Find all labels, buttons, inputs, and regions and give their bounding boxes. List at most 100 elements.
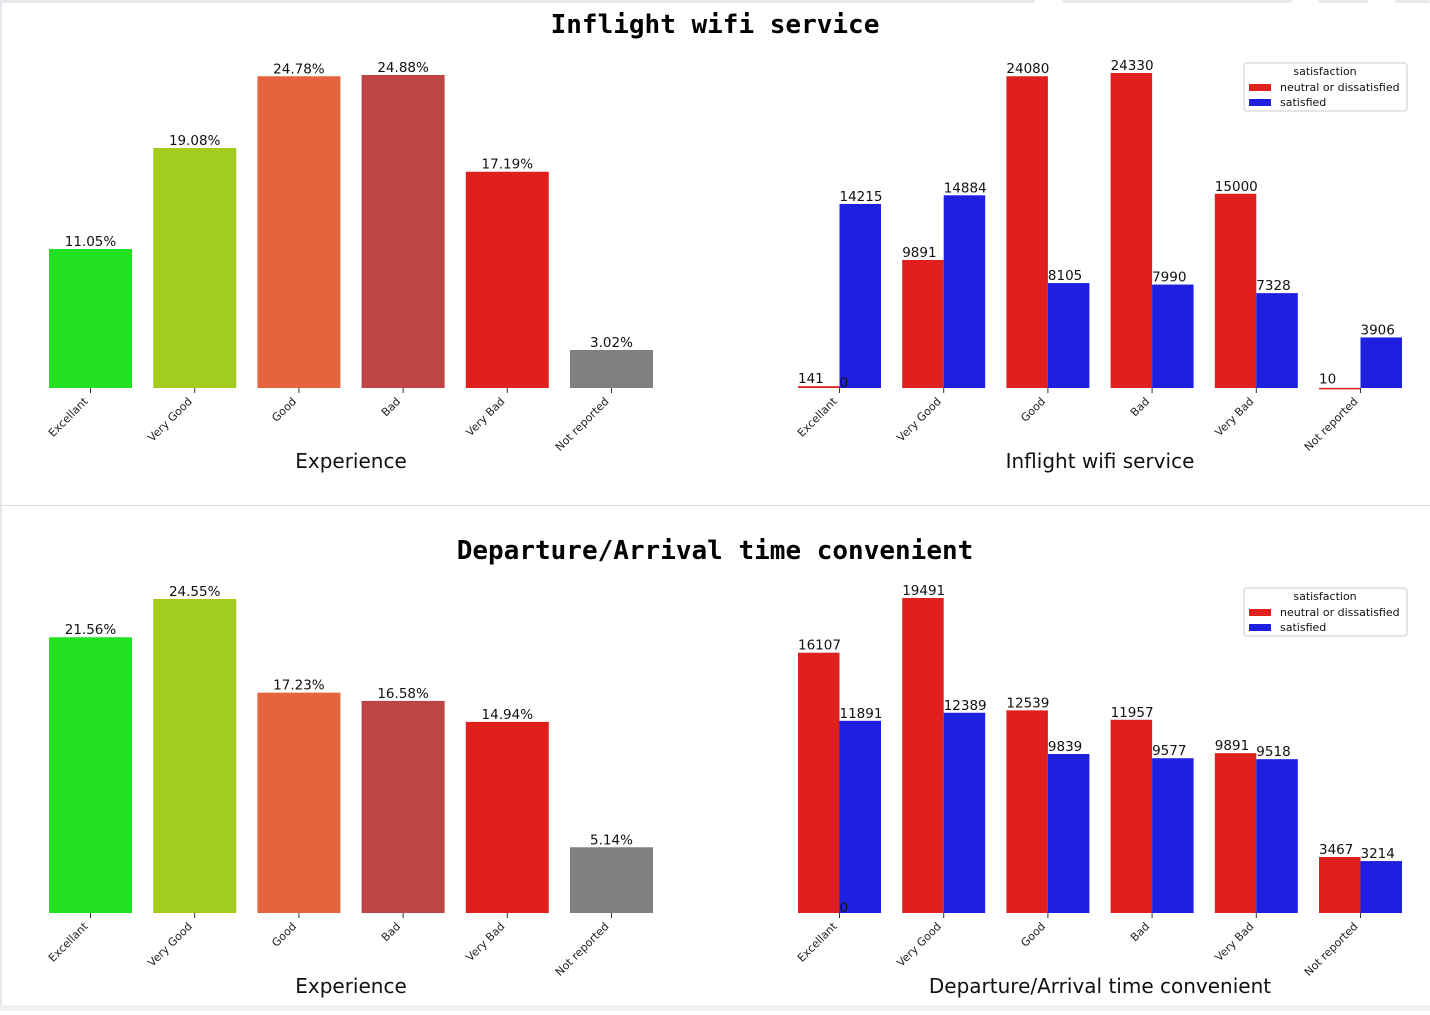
x-tick-label: Not reported <box>553 920 612 979</box>
data-label: 3214 <box>1361 846 1395 862</box>
bar-blue <box>1256 759 1298 913</box>
legend-entry: satisfied <box>1280 621 1326 634</box>
chart-title: Inflight wifi service <box>550 10 880 40</box>
data-label: 19.08% <box>169 133 221 149</box>
data-label: 0 <box>840 900 849 916</box>
legend-box <box>1243 587 1408 637</box>
legend-swatch <box>1249 624 1271 631</box>
data-label: 24.88% <box>377 60 429 76</box>
x-axis-label: Experience <box>295 974 407 998</box>
top-strip <box>1062 0 1292 3</box>
bar-red <box>1319 387 1361 390</box>
bar <box>257 76 341 388</box>
x-tick-label: Not reported <box>1302 395 1361 454</box>
x-tick-label: Excellant <box>46 919 91 964</box>
bar <box>153 147 237 388</box>
data-label: 24330 <box>1111 58 1154 74</box>
data-label: 3.02% <box>590 335 633 351</box>
bar-blue <box>1152 284 1194 388</box>
bar <box>465 171 549 388</box>
legend-swatch <box>1249 84 1271 91</box>
x-tick-label: Excellant <box>795 394 840 439</box>
x-tick-label: Very Good <box>894 395 943 444</box>
data-label: 9839 <box>1048 739 1082 755</box>
top-strip <box>1395 0 1430 3</box>
data-label: 12389 <box>944 698 987 714</box>
bar-blue <box>1152 758 1194 913</box>
x-tick-label: Not reported <box>1302 920 1361 979</box>
legend-title: satisfaction <box>1293 590 1356 603</box>
bar-red <box>1319 856 1361 913</box>
chart-svg: 11.05% 19.08% 24.78% 24.88% 17.19% 3.02% Excel… <box>46 58 1408 473</box>
x-tick-label: Excellant <box>46 394 91 439</box>
bar-red <box>798 652 840 913</box>
legend-entry: neutral or dissatisfied <box>1280 81 1400 94</box>
bar <box>570 847 653 913</box>
x-tick-label: Not reported <box>553 395 612 454</box>
bar-red <box>1214 753 1257 913</box>
legend-title: satisfaction <box>1293 65 1356 78</box>
data-label: 14.94% <box>482 707 534 723</box>
bar <box>257 692 341 913</box>
data-label: 10 <box>1319 372 1336 388</box>
bar-red <box>902 598 944 913</box>
x-tick-label: Bad <box>1128 920 1152 944</box>
data-label: 24080 <box>1006 61 1049 77</box>
data-label: 9891 <box>902 245 936 261</box>
data-label: 14884 <box>944 180 987 196</box>
bar <box>361 75 445 388</box>
bar-red <box>902 259 944 388</box>
legend-entry: neutral or dissatisfied <box>1280 606 1400 619</box>
data-label: 11891 <box>840 706 883 722</box>
data-label: 0 <box>840 375 849 391</box>
bar-red <box>1110 719 1153 913</box>
divider <box>0 505 1430 506</box>
bar-red <box>1006 76 1048 388</box>
data-label: 11957 <box>1111 705 1154 721</box>
data-label: 11.05% <box>65 234 117 250</box>
bar-red <box>1110 73 1153 388</box>
x-tick-label: Bad <box>379 920 403 944</box>
bar <box>49 248 132 388</box>
chart-svg: 21.56% 24.55% 17.23% 16.58% 14.94% 5.14% Excel… <box>46 583 1408 998</box>
x-tick-label: Very Good <box>894 920 943 969</box>
data-label: 3906 <box>1361 322 1395 338</box>
window-frame-bottom <box>0 1005 1430 1011</box>
data-label: 3467 <box>1319 842 1353 858</box>
data-label: 24.55% <box>169 584 221 600</box>
x-tick-label: Very Good <box>145 920 194 969</box>
data-label: 24.78% <box>273 61 325 77</box>
top-strip <box>1318 0 1368 3</box>
data-label: 17.23% <box>273 678 325 694</box>
data-label: 19491 <box>902 583 945 599</box>
bar-blue <box>839 720 881 913</box>
bar <box>361 700 445 913</box>
x-tick-label: Bad <box>1128 395 1152 419</box>
x-axis-label: Inflight wifi service <box>1006 449 1195 473</box>
bar-blue <box>1047 753 1090 913</box>
data-label: 9577 <box>1152 743 1186 759</box>
x-tick-label: Good <box>269 395 299 425</box>
legend-swatch <box>1249 609 1271 616</box>
x-tick-label: Bad <box>379 395 403 419</box>
data-label: 9518 <box>1256 744 1290 760</box>
x-tick-label: Good <box>1018 395 1048 425</box>
data-label: 5.14% <box>590 832 633 848</box>
x-tick-label: Good <box>269 920 299 950</box>
x-axis-label: Departure/Arrival time convenient <box>929 974 1271 998</box>
data-label: 8105 <box>1048 268 1082 284</box>
bar <box>465 721 549 913</box>
chart-panel-departure-arrival: Departure/Arrival time convenient 21.56%… <box>0 506 1430 1011</box>
legend-swatch <box>1249 99 1271 106</box>
data-label: 21.56% <box>65 622 117 638</box>
bar-red <box>1006 710 1048 913</box>
bar-red <box>1214 193 1257 388</box>
data-label: 7328 <box>1256 278 1290 294</box>
data-label: 15000 <box>1215 179 1258 195</box>
data-label: 9891 <box>1215 738 1249 754</box>
x-axis-label: Experience <box>295 449 407 473</box>
x-tick-label: Good <box>1018 920 1048 950</box>
data-label: 14215 <box>840 189 883 205</box>
bar <box>49 637 132 913</box>
legend-box <box>1243 62 1408 112</box>
